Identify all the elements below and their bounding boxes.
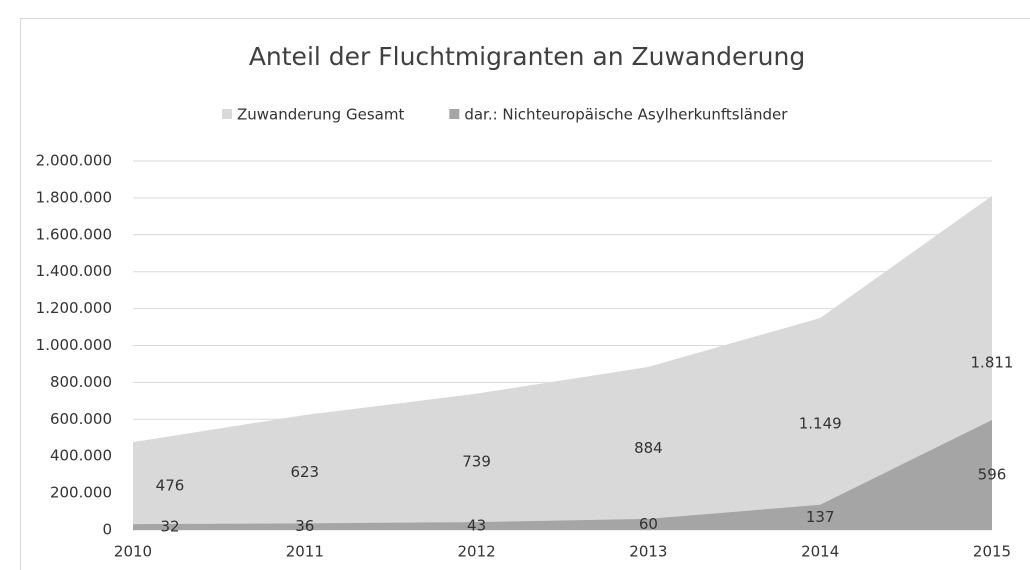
legend-swatch <box>449 109 460 119</box>
y-tick-label: 1.000.000 <box>36 336 112 354</box>
data-label: 36 <box>295 517 314 535</box>
data-label: 43 <box>467 517 486 535</box>
area <box>133 420 992 530</box>
legend: Zuwanderung Gesamt dar.: Nichteuropäische… <box>222 106 788 124</box>
y-tick-label: 1.200.000 <box>36 299 112 317</box>
x-tick-label: 2011 <box>286 543 324 561</box>
chart-title: Anteil der Fluchtmigranten an Zuwanderun… <box>249 42 805 71</box>
data-label: 623 <box>290 463 319 481</box>
x-tick-label: 2013 <box>629 543 667 561</box>
y-tick-label: 1.400.000 <box>36 262 112 280</box>
data-label: 476 <box>156 477 185 495</box>
legend-label: dar.: Nichteuropäische Asylherkunftsländ… <box>464 106 788 124</box>
data-label: 739 <box>462 452 491 470</box>
y-tick-label: 1.600.000 <box>36 225 112 243</box>
data-label: 137 <box>806 508 835 526</box>
x-tick-label: 2015 <box>973 543 1011 561</box>
data-label: 32 <box>160 518 179 536</box>
y-tick-label: 200.000 <box>50 484 112 502</box>
areas <box>133 195 992 531</box>
x-tick-label: 2010 <box>114 543 152 561</box>
legend-swatch <box>222 109 232 119</box>
x-tick-label: 2012 <box>458 543 496 561</box>
legend-label: Zuwanderung Gesamt <box>237 106 404 124</box>
y-tick-label: 600.000 <box>50 410 112 428</box>
labels: 476 623 739 884 1.149 1.811 32 36 43 60 137 596 <box>156 353 1014 535</box>
area <box>133 195 992 531</box>
y-tick-label: 1.800.000 <box>36 188 112 206</box>
data-label: 596 <box>978 466 1007 484</box>
y-tick-label: 800.000 <box>50 373 112 391</box>
y-tick-label: 2.000.000 <box>36 152 112 170</box>
data-label: 884 <box>634 439 663 457</box>
data-label: 1.149 <box>799 415 842 433</box>
y-tick-label: 400.000 <box>50 447 112 465</box>
x-tick-label: 2014 <box>801 543 839 561</box>
data-label: 1.811 <box>971 353 1014 371</box>
data-label: 60 <box>639 515 658 533</box>
y-tick-label: 0 <box>102 521 112 539</box>
